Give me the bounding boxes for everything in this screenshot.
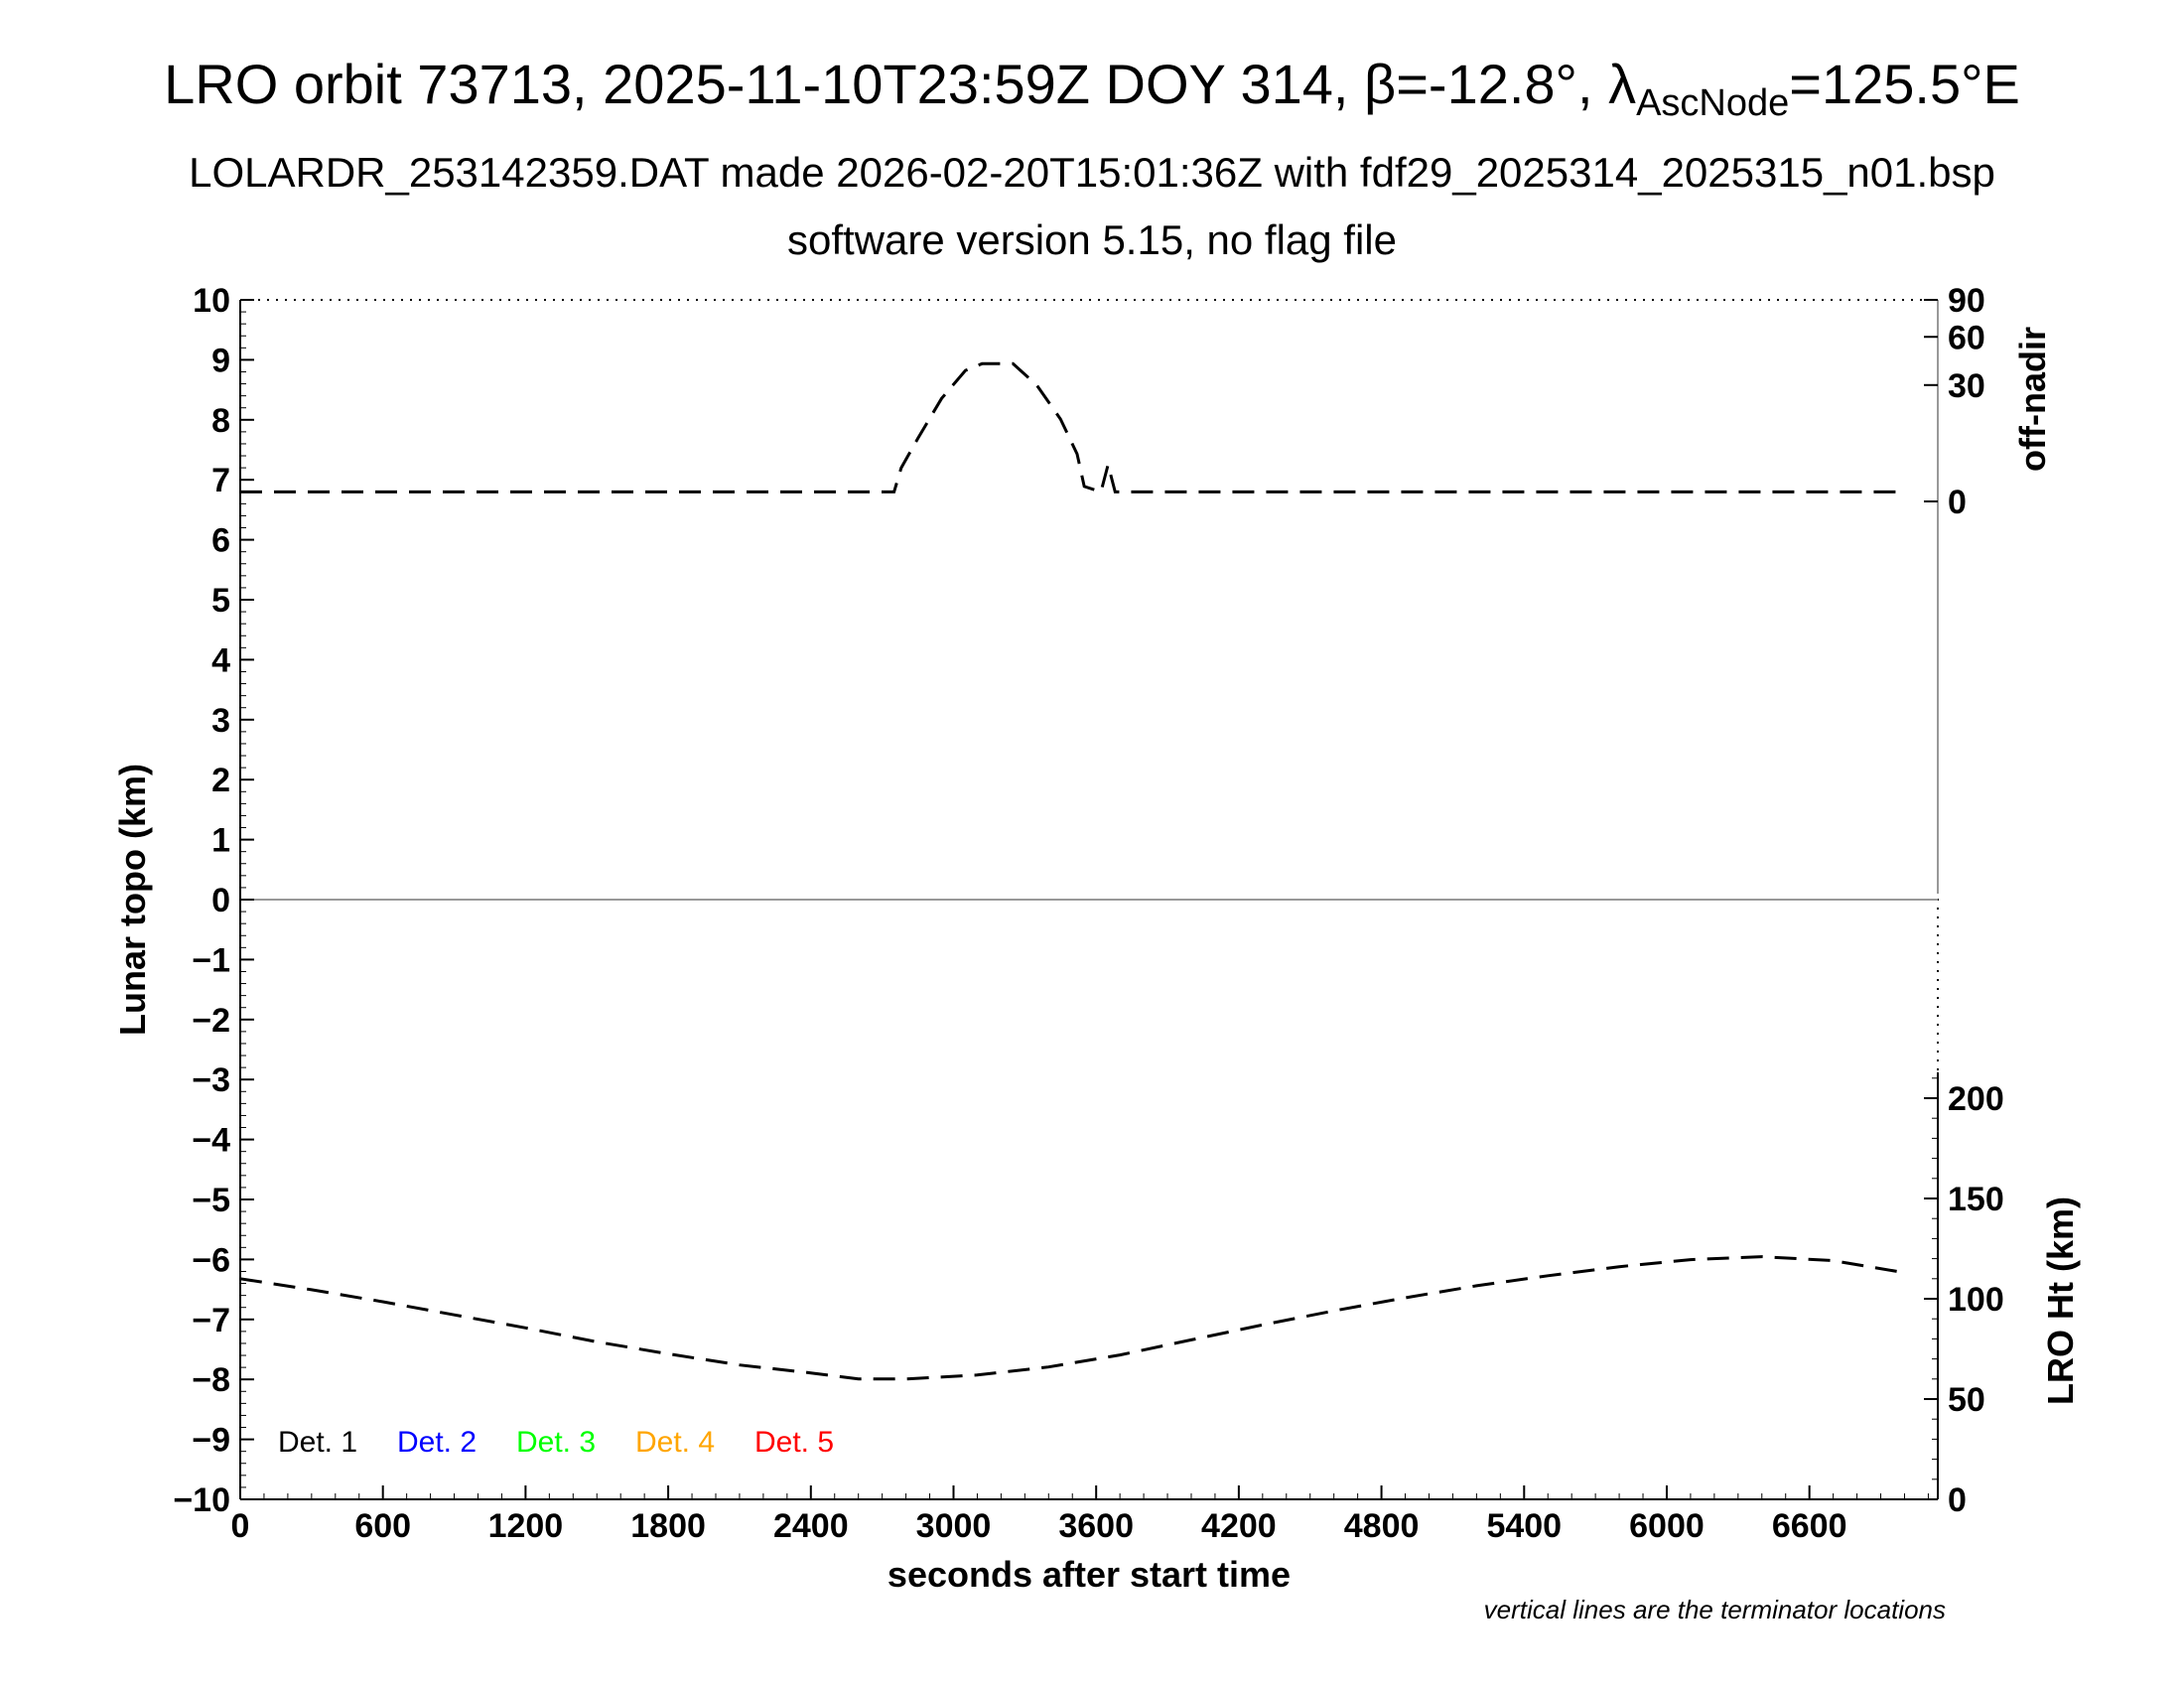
legend-entry: Det. 5 <box>754 1426 834 1459</box>
legend-entry: Det. 1 <box>278 1426 357 1459</box>
x-tick-label: 4800 <box>1344 1507 1420 1545</box>
right-axis-label-off-nadir: off-nadir <box>2012 327 2053 472</box>
x-tick-label: 2400 <box>773 1507 849 1545</box>
chart-subtitle-2: software version 5.15, no flag file <box>786 216 1397 263</box>
y-tick-label: 4 <box>211 641 230 679</box>
series-layer <box>239 361 1905 1381</box>
y-tick-label: −4 <box>192 1122 230 1160</box>
bottom-axis: 0 600 1200 1800 2400 3000 3600 4200 4800 5400 6000… <box>231 1485 1938 1545</box>
off-nadir-tick-label: 30 <box>1948 367 1985 405</box>
y-tick-label: 2 <box>211 762 230 799</box>
chart-title: LRO orbit 73713, 2025-11-10T23:59Z DOY 3… <box>0 52 2184 122</box>
lro-ht-tick-label: 0 <box>1948 1481 1967 1519</box>
y-tick-label: 9 <box>211 342 230 379</box>
y-tick-label: −9 <box>192 1422 230 1460</box>
y-tick-label: 8 <box>211 402 230 440</box>
y-tick-label: 0 <box>211 882 230 919</box>
y-tick-label: 7 <box>211 462 230 499</box>
x-tick-label: 3600 <box>1058 1507 1134 1545</box>
lro-ht-tick-label: 200 <box>1948 1080 2004 1118</box>
lro-ht-tick-label: 100 <box>1948 1281 2004 1319</box>
legend-entry: Det. 4 <box>635 1426 715 1459</box>
y-tick-label: 6 <box>211 522 230 560</box>
y-tick-label: −8 <box>192 1361 230 1399</box>
chart-subtitle-1: LOLARDR_253142359.DAT made 2026-02-20T15… <box>189 149 1995 196</box>
x-tick-label: 6000 <box>1629 1507 1705 1545</box>
y-tick-label: −2 <box>192 1002 230 1040</box>
off-nadir-series <box>240 361 1905 494</box>
y-tick-label: −10 <box>173 1481 230 1519</box>
x-tick-label: 600 <box>354 1507 411 1545</box>
y-axis-label: Lunar topo (km) <box>112 764 153 1036</box>
y-tick-label: 5 <box>211 582 230 620</box>
off-nadir-tick-label: 90 <box>1948 282 1985 320</box>
y-tick-label: 3 <box>211 702 230 740</box>
y-tick-label: 1 <box>211 822 230 860</box>
y-tick-label: 10 <box>193 282 230 320</box>
right-axis-label-lro-height: LRO Ht (km) <box>2040 1196 2081 1405</box>
x-tick-label: 1200 <box>488 1507 564 1545</box>
y-tick-label: −1 <box>192 941 230 979</box>
lro-ht-tick-label: 50 <box>1948 1381 1985 1419</box>
y-tick-label: −3 <box>192 1061 230 1099</box>
x-tick-label: 0 <box>231 1507 250 1545</box>
y-tick-label: −6 <box>192 1241 230 1279</box>
y-tick-label: −5 <box>192 1182 230 1219</box>
legend-entry: Det. 2 <box>397 1426 477 1459</box>
legend-entry: Det. 3 <box>516 1426 596 1459</box>
legend: Det. 1 Det. 2 Det. 3 Det. 4 Det. 5 <box>278 1426 834 1459</box>
x-tick-label: 6600 <box>1772 1507 1847 1545</box>
y-tick-label: −7 <box>192 1302 230 1339</box>
x-tick-label: 4200 <box>1201 1507 1277 1545</box>
footnote: vertical lines are the terminator locati… <box>1484 1595 1946 1624</box>
title-main: LRO orbit 73713, 2025-11-10T23:59Z DOY 3… <box>164 53 1637 115</box>
lro-ht-tick-label: 150 <box>1948 1181 2004 1218</box>
x-tick-label: 5400 <box>1486 1507 1562 1545</box>
off-nadir-tick-label: 60 <box>1948 319 1985 356</box>
lro-height-series <box>239 1255 1905 1381</box>
off-nadir-tick-label: 0 <box>1948 484 1967 521</box>
x-axis-label: seconds after start time <box>887 1554 1291 1595</box>
right-axis-lro-height: 200 150 100 50 0 <box>1924 1072 2004 1519</box>
x-tick-label: 3000 <box>916 1507 992 1545</box>
title-subscript: AscNode <box>1636 82 1790 124</box>
title-end: =125.5°E <box>1789 53 2020 115</box>
x-tick-label: 1800 <box>630 1507 706 1545</box>
